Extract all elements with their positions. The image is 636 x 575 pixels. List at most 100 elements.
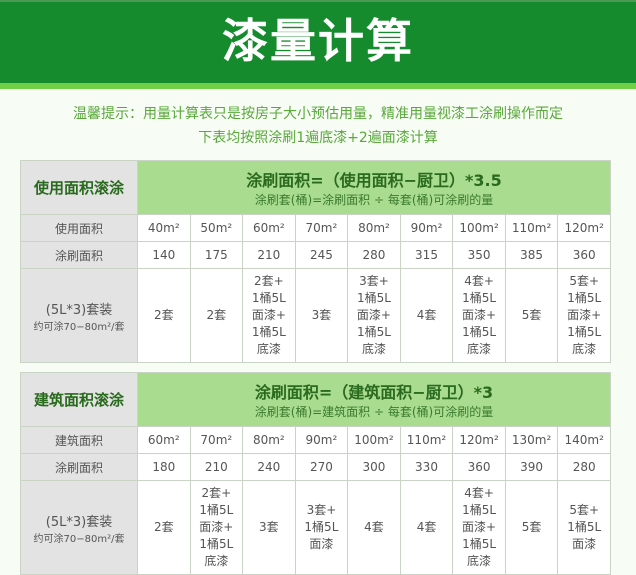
package-line: 面漆 — [309, 537, 334, 551]
package-label-cell: (5L*3)套装 约可涂70−80m²/套 — [20, 268, 138, 363]
package-line: 1桶5L — [567, 325, 602, 339]
package-cell: 3套+ 1桶5L 面漆+ 1桶5L 底漆 — [347, 268, 401, 363]
table-cell: 140 — [137, 241, 191, 269]
package-line: 面漆+ — [251, 308, 286, 322]
table-cell: 110m² — [504, 214, 559, 242]
hint-text: 温馨提示：用量计算表只是按房子大小预估用量，精准用量视漆工涂刷操作而定 — [73, 106, 563, 122]
table-cell: 315 — [399, 241, 454, 269]
package-line: 5套 — [521, 520, 542, 534]
table-cell: 175 — [189, 241, 244, 269]
package-line: 1桶5L — [251, 291, 286, 305]
table-cell: 90m² — [399, 214, 454, 242]
package-line: 1桶5L — [462, 291, 497, 305]
package-line: 1桶5L — [356, 325, 391, 339]
table-cell: 100m² — [347, 426, 401, 454]
package-line: 4套 — [416, 520, 437, 534]
table-cell: 130m² — [504, 426, 559, 454]
table-cell: 270 — [294, 453, 349, 481]
package-cell: 2套+ 1桶5L 面漆+ 1桶5L 底漆 — [242, 268, 296, 363]
package-cell: 2套 — [137, 268, 191, 363]
package-cell: 5套+ 1桶5L 面漆 — [557, 480, 611, 575]
package-line: 3套 — [311, 308, 332, 322]
table-cell: 110m² — [399, 426, 454, 454]
title-banner: 漆量计算 — [0, 0, 636, 83]
package-line: 2套+ — [201, 486, 232, 500]
table-cell: 360 — [452, 453, 506, 481]
table-cell: 280 — [347, 241, 401, 269]
formula: 涂刷面积=（使用面积−厨卫）*3.5 — [246, 171, 502, 190]
table-cell: 350 — [452, 241, 506, 269]
package-line: 2套 — [153, 520, 174, 534]
package-line: 5套+ — [569, 274, 600, 288]
page-title: 漆量计算 — [222, 14, 414, 68]
package-line: 1桶5L — [462, 325, 497, 339]
table-cell: 60m² — [137, 426, 191, 454]
package-cell: 4套 — [399, 268, 454, 363]
building-area-table: 建筑面积滚涂 涂刷面积=（建筑面积−厨卫）*3 涂刷套(桶)=建筑面积 ÷ 每套(桶… — [20, 372, 611, 575]
package-line: 3套+ — [359, 274, 389, 288]
package-cell: 4套 — [399, 480, 454, 575]
package-line: 底漆 — [467, 554, 492, 568]
table-cell: 245 — [294, 241, 349, 269]
package-cell: 3套 — [242, 480, 296, 575]
package-line: 面漆+ — [567, 308, 602, 322]
table-cell: 385 — [504, 241, 559, 269]
table-cell: 90m² — [294, 426, 349, 454]
package-line: 1桶5L — [462, 503, 497, 517]
hint-subtext: 下表均按照涂刷1遍底漆+2遍面漆计算 — [198, 130, 438, 146]
table-cell: 390 — [504, 453, 559, 481]
banner-stripe — [0, 83, 636, 89]
table-cell: 210 — [189, 453, 244, 481]
package-line: 1桶5L — [567, 520, 602, 534]
package-line: 1桶5L — [251, 325, 286, 339]
table-cell: 360 — [557, 241, 611, 269]
row-label: 建筑面积 — [20, 426, 138, 454]
table-cell: 70m² — [294, 214, 349, 242]
package-line: 1桶5L — [567, 291, 602, 305]
package-cell: 3套 — [294, 268, 349, 363]
package-line: 1桶5L — [199, 537, 234, 551]
package-line: 4套+ — [464, 486, 494, 500]
row-label: 涂刷面积 — [20, 241, 138, 269]
package-line: 底漆 — [361, 342, 386, 356]
usage-area-table: 使用面积滚涂 涂刷面积=（使用面积−厨卫）*3.5 涂刷套(桶)=涂刷面积 ÷ 每套… — [20, 160, 611, 363]
group-label: 使用面积滚涂 — [20, 160, 138, 215]
package-line: 底漆 — [572, 342, 597, 356]
package-label-cell: (5L*3)套装约可涂70−80m²/套 — [20, 480, 138, 575]
package-line: 5套+ — [569, 503, 600, 517]
formula: 涂刷面积=（建筑面积−厨卫）*3 — [254, 383, 494, 402]
formula-sub: 涂刷套(桶)=涂刷面积 ÷ 每套(桶)可涂刷的量 — [254, 193, 494, 207]
package-line: 面漆 — [572, 537, 597, 551]
package-line: 4套 — [416, 308, 437, 322]
row-label: 涂刷面积 — [20, 453, 138, 481]
table-cell: 50m² — [189, 214, 244, 242]
package-cell: 2套+ 1桶5L 面漆+ 1桶5L 底漆 — [189, 480, 244, 575]
package-line: 面漆+ — [356, 308, 391, 322]
package-line: 1桶5L — [356, 291, 391, 305]
package-cell: 2套 — [137, 480, 191, 575]
package-label: (5L*3)套装 — [45, 302, 113, 318]
package-label: (5L*3)套装 — [45, 514, 113, 530]
table-cell: 80m² — [242, 426, 296, 454]
package-cell: 4套+ 1桶5L 面漆+ 1桶5L 底漆 — [452, 480, 506, 575]
package-line: 4套+ — [464, 274, 494, 288]
table-cell: 120m² — [452, 426, 506, 454]
table-cell: 180 — [137, 453, 191, 481]
package-line: 底漆 — [256, 342, 281, 356]
formula-cell: 涂刷面积=（建筑面积−厨卫）*3 涂刷套(桶)=建筑面积 ÷ 每套(桶)可涂刷的量 — [137, 372, 611, 427]
package-line: 3套 — [259, 520, 279, 534]
package-line: 3套+ — [306, 503, 337, 517]
package-coverage: 约可涂70−80m²/套 — [33, 533, 125, 545]
package-line: 1桶5L — [199, 503, 234, 517]
table-cell: 300 — [347, 453, 401, 481]
table-cell: 80m² — [347, 214, 401, 242]
table-cell: 240 — [242, 453, 296, 481]
package-cell: 5套+ 1桶5L 面漆+ 1桶5L 底漆 — [557, 268, 611, 363]
package-line: 5套 — [521, 308, 542, 322]
table-cell: 60m² — [242, 214, 296, 242]
package-cell: 4套 — [347, 480, 401, 575]
table-cell: 280 — [557, 453, 611, 481]
package-line: 面漆+ — [199, 520, 234, 534]
table-cell: 210 — [242, 241, 296, 269]
package-line: 1桶5L — [304, 520, 339, 534]
